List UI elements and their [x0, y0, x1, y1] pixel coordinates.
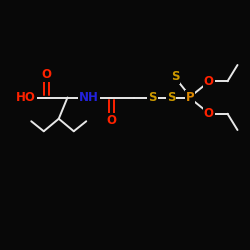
Text: S: S [167, 91, 175, 104]
Text: S: S [148, 91, 157, 104]
Text: NH: NH [79, 91, 99, 104]
Text: P: P [186, 91, 194, 104]
Text: S: S [171, 70, 179, 83]
Text: HO: HO [16, 91, 36, 104]
Text: O: O [204, 107, 214, 120]
Text: O: O [41, 68, 51, 82]
Text: O: O [204, 75, 214, 88]
Text: O: O [106, 114, 116, 126]
